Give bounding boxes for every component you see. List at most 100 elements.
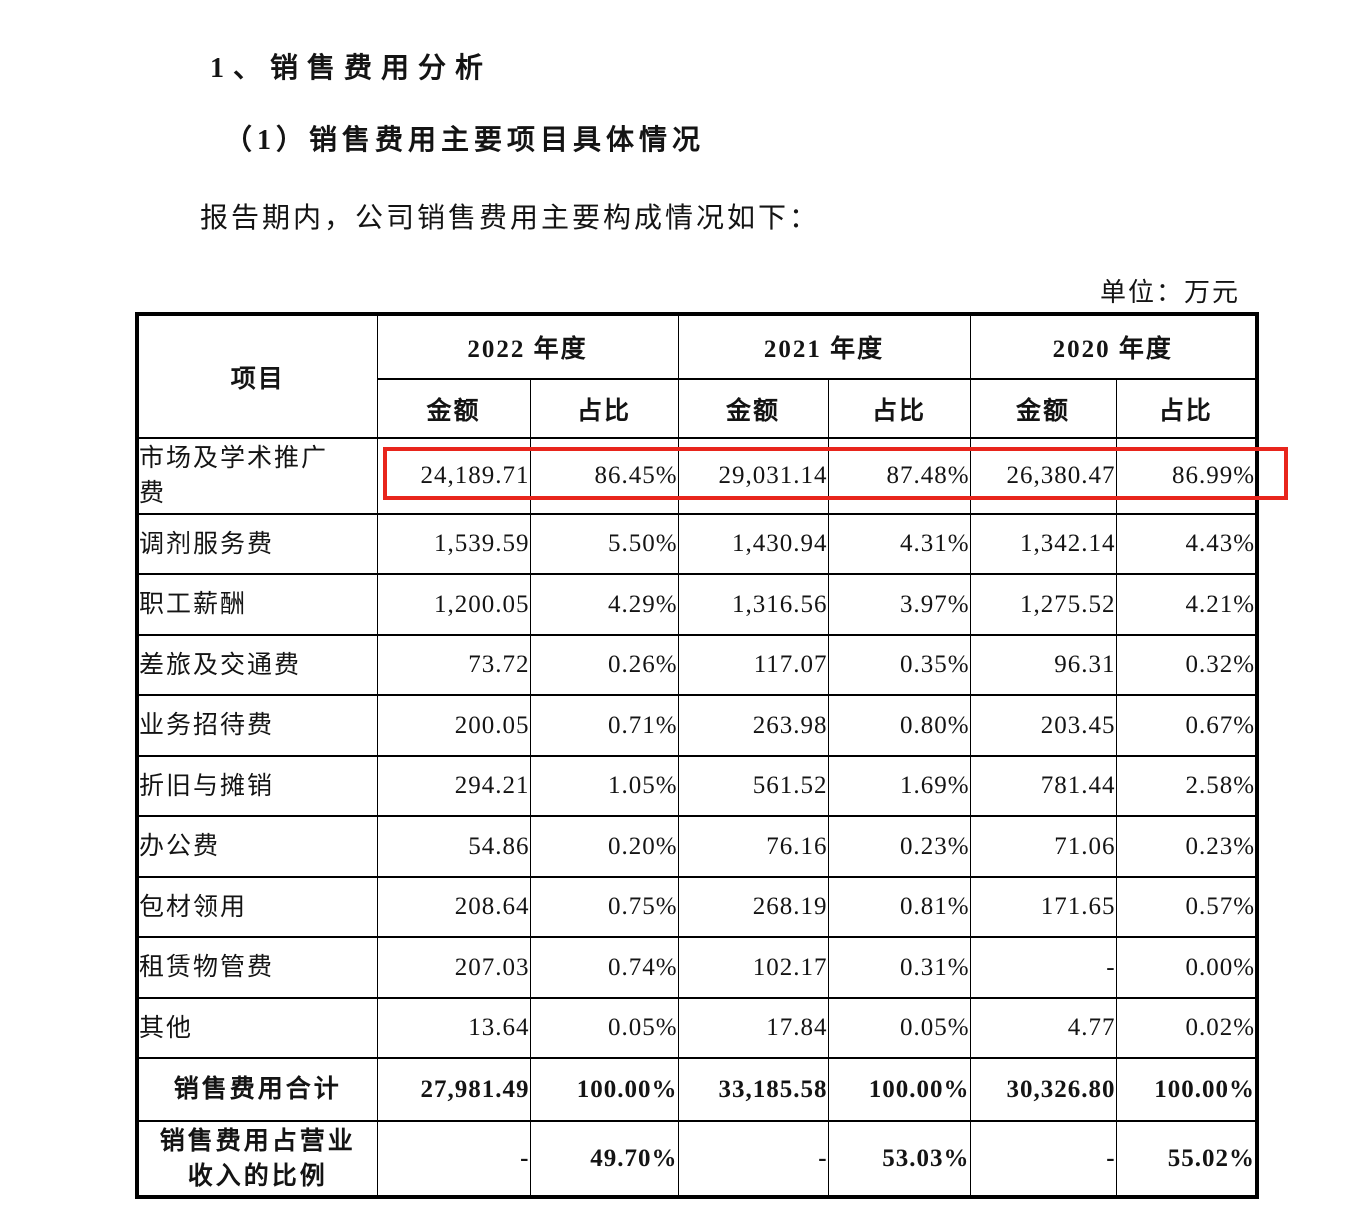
cell-value: 0.05%	[529, 997, 679, 1059]
cell-value: 27,981.49	[376, 1057, 531, 1122]
unit-label: 单位：万元	[1100, 278, 1241, 307]
highlight-rectangle	[383, 447, 1288, 500]
table-row: 差旅及交通费 73.72 0.26% 117.07 0.35% 96.31 0.32%	[136, 634, 1258, 696]
table-row: 办公费 54.86 0.20% 76.16 0.23% 71.06 0.23%	[136, 815, 1258, 878]
cell-value: 0.23%	[827, 815, 971, 878]
table-row: 其他 13.64 0.05% 17.84 0.05% 4.77 0.02%	[136, 997, 1258, 1059]
row-label: 职工薪酬	[136, 573, 378, 636]
cell-value: 71.06	[969, 815, 1117, 878]
cell-value: 0.05%	[827, 997, 971, 1059]
cell-value: 30,326.80	[969, 1057, 1117, 1122]
table-row: 销售费用占营业 收入的比例 -49.70% -53.03% -55.02%	[136, 1120, 1258, 1198]
cell-value: 4.29%	[529, 573, 679, 636]
cell-value: 100.00%	[1115, 1057, 1258, 1122]
ratio-header: 占比	[1115, 378, 1258, 439]
cell-value: 1.05%	[529, 755, 679, 817]
cell-value: 76.16	[677, 815, 829, 878]
cell-value: 0.81%	[827, 876, 971, 938]
cell-value: -	[969, 1120, 1117, 1198]
cell-value: 100.00%	[827, 1057, 971, 1122]
cell-value: 1,200.05	[376, 573, 531, 636]
cell-value: 294.21	[376, 755, 531, 817]
cell-value: 208.64	[376, 876, 531, 938]
cell-value: 203.45	[969, 694, 1117, 757]
subsection-heading: （1）销售费用主要项目具体情况	[224, 125, 706, 156]
cell-value: 4.43%	[1115, 513, 1258, 575]
year-header: 2022 年度	[376, 313, 679, 380]
cell-value: 0.74%	[529, 936, 679, 999]
cell-value: 3.97%	[827, 573, 971, 636]
cell-value: 4.31%	[827, 513, 971, 575]
table-row: 职工薪酬 1,200.05 4.29% 1,316.56 3.97% 1,275.52 4.…	[136, 573, 1258, 636]
cell-value: 5.50%	[529, 513, 679, 575]
cell-value: 0.75%	[529, 876, 679, 938]
cell-value: -	[376, 1120, 531, 1198]
cell-value: 0.20%	[529, 815, 679, 878]
cell-value: 1,430.94	[677, 513, 829, 575]
table-body: 市场及学术推广 费 24,189.71 86.45% 29,031.14 87.48% 2…	[136, 437, 1258, 1198]
cell-value: 0.31%	[827, 936, 971, 999]
cell-value: 1,539.59	[376, 513, 531, 575]
amount-header: 金额	[969, 378, 1117, 439]
cell-value: 0.80%	[827, 694, 971, 757]
row-label: 其他	[136, 997, 378, 1059]
cell-value: 171.65	[969, 876, 1117, 938]
cell-value: 4.21%	[1115, 573, 1258, 636]
cell-value: 96.31	[969, 634, 1117, 696]
table-row: 销售费用合计 27,981.49 100.00% 33,185.58 100.00% 30…	[136, 1057, 1258, 1122]
cell-value: 55.02%	[1115, 1120, 1258, 1198]
cell-value: 1,342.14	[969, 513, 1117, 575]
cell-value: 54.86	[376, 815, 531, 878]
cell-value: 73.72	[376, 634, 531, 696]
cell-value: 1,316.56	[677, 573, 829, 636]
cell-value: 1,275.52	[969, 573, 1117, 636]
cell-value: 0.32%	[1115, 634, 1258, 696]
year-header: 2020 年度	[969, 313, 1258, 380]
cell-value: 49.70%	[529, 1120, 679, 1198]
cell-value: 117.07	[677, 634, 829, 696]
table-row: 业务招待费 200.05 0.71% 263.98 0.80% 203.45 0.67%	[136, 694, 1258, 757]
section-heading: 1、销售费用分析	[210, 53, 493, 84]
cell-value: -	[677, 1120, 829, 1198]
table-row: 包材领用 208.64 0.75% 268.19 0.81% 171.65 0.57%	[136, 876, 1258, 938]
table-head: 项目 2022 年度 2021 年度 2020 年度 金额 占比 金额 占比 金额 占比	[136, 313, 1258, 439]
cell-value: 263.98	[677, 694, 829, 757]
corner-header: 项目	[136, 313, 378, 439]
cell-value: 13.64	[376, 997, 531, 1059]
row-label: 市场及学术推广 费	[136, 437, 378, 515]
cell-value: 4.77	[969, 997, 1117, 1059]
cell-value: -	[969, 936, 1117, 999]
ratio-header: 占比	[529, 378, 679, 439]
cell-value: 0.35%	[827, 634, 971, 696]
cell-value: 102.17	[677, 936, 829, 999]
table-row: 折旧与摊销 294.21 1.05% 561.52 1.69% 781.44 2.58%	[136, 755, 1258, 817]
cell-value: 0.23%	[1115, 815, 1258, 878]
cell-value: 0.02%	[1115, 997, 1258, 1059]
cell-value: 53.03%	[827, 1120, 971, 1198]
ratio-header: 占比	[827, 378, 971, 439]
cell-value: 33,185.58	[677, 1057, 829, 1122]
row-label: 包材领用	[136, 876, 378, 938]
cell-value: 1.69%	[827, 755, 971, 817]
row-label: 折旧与摊销	[136, 755, 378, 817]
cell-value: 200.05	[376, 694, 531, 757]
row-label: 办公费	[136, 815, 378, 878]
cell-value: 207.03	[376, 936, 531, 999]
amount-header: 金额	[677, 378, 829, 439]
row-label: 租赁物管费	[136, 936, 378, 999]
cell-value: 561.52	[677, 755, 829, 817]
cell-value: 2.58%	[1115, 755, 1258, 817]
sales-expense-table: 项目 2022 年度 2021 年度 2020 年度 金额 占比 金额 占比 金额 占比 市场及学…	[135, 312, 1260, 1199]
row-label: 销售费用合计	[136, 1057, 378, 1122]
cell-value: 781.44	[969, 755, 1117, 817]
cell-value: 0.00%	[1115, 936, 1258, 999]
table-row: 租赁物管费 207.03 0.74% 102.17 0.31% -0.00%	[136, 936, 1258, 999]
row-label: 差旅及交通费	[136, 634, 378, 696]
cell-value: 0.57%	[1115, 876, 1258, 938]
cell-value: 100.00%	[529, 1057, 679, 1122]
cell-value: 0.26%	[529, 634, 679, 696]
row-label: 销售费用占营业 收入的比例	[136, 1120, 378, 1198]
table-row: 调剂服务费 1,539.59 5.50% 1,430.94 4.31% 1,342.14 4…	[136, 513, 1258, 575]
cell-value: 268.19	[677, 876, 829, 938]
